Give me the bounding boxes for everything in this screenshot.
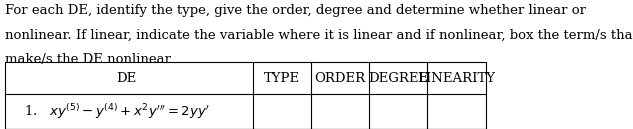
Text: DEGREE: DEGREE [368,72,429,84]
Text: TYPE: TYPE [264,72,300,84]
Text: LINEARITY: LINEARITY [418,72,496,84]
Text: DE: DE [116,72,137,84]
Text: nonlinear. If linear, indicate the variable where it is linear and if nonlinear,: nonlinear. If linear, indicate the varia… [5,28,633,41]
Text: make/s the DE nonlinear: make/s the DE nonlinear [5,53,171,66]
Text: 1.   $xy^{(5)} - y^{(4)} + x^2y''' = 2yy'$: 1. $xy^{(5)} - y^{(4)} + x^2y''' = 2yy'$ [23,102,210,121]
Text: For each DE, identify the type, give the order, degree and determine whether lin: For each DE, identify the type, give the… [5,4,586,17]
Text: ORDER: ORDER [315,72,366,84]
